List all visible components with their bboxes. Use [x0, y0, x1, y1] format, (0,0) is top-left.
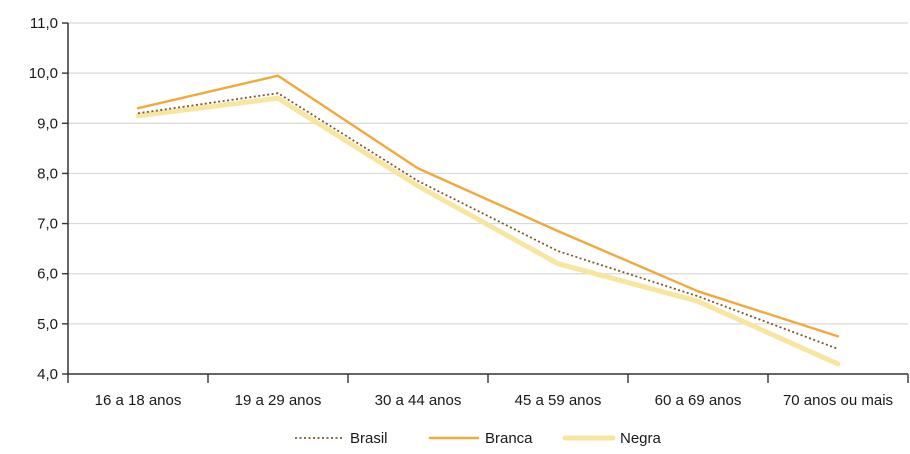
series-line-negra — [135, 95, 841, 367]
y-tick-label: 8,0 — [37, 165, 58, 182]
y-tick-label: 7,0 — [37, 216, 58, 233]
y-tick-label: 9,0 — [37, 115, 58, 132]
x-tick-label: 19 a 29 anos — [235, 392, 322, 409]
y-tick-label: 11,0 — [30, 15, 58, 32]
series-line-branca — [136, 74, 840, 338]
x-tick-label: 30 a 44 anos — [375, 392, 462, 409]
y-tick-label: 6,0 — [37, 266, 58, 283]
series-line-brasil — [137, 92, 839, 350]
y-tick-label: 4,0 — [37, 366, 58, 383]
legend-label-branca: Branca — [485, 430, 533, 447]
x-tick-label: 60 a 69 anos — [655, 392, 742, 409]
x-tick-label: 16 a 18 anos — [95, 392, 182, 409]
x-tick-label: 70 anos ou mais — [783, 392, 893, 409]
y-tick-label: 5,0 — [37, 316, 58, 333]
y-tick-label: 10,0 — [29, 65, 58, 82]
legend-label-brasil: Brasil — [350, 430, 388, 447]
x-tick-label: 45 a 59 anos — [515, 392, 602, 409]
legend-label-negra: Negra — [620, 430, 662, 447]
